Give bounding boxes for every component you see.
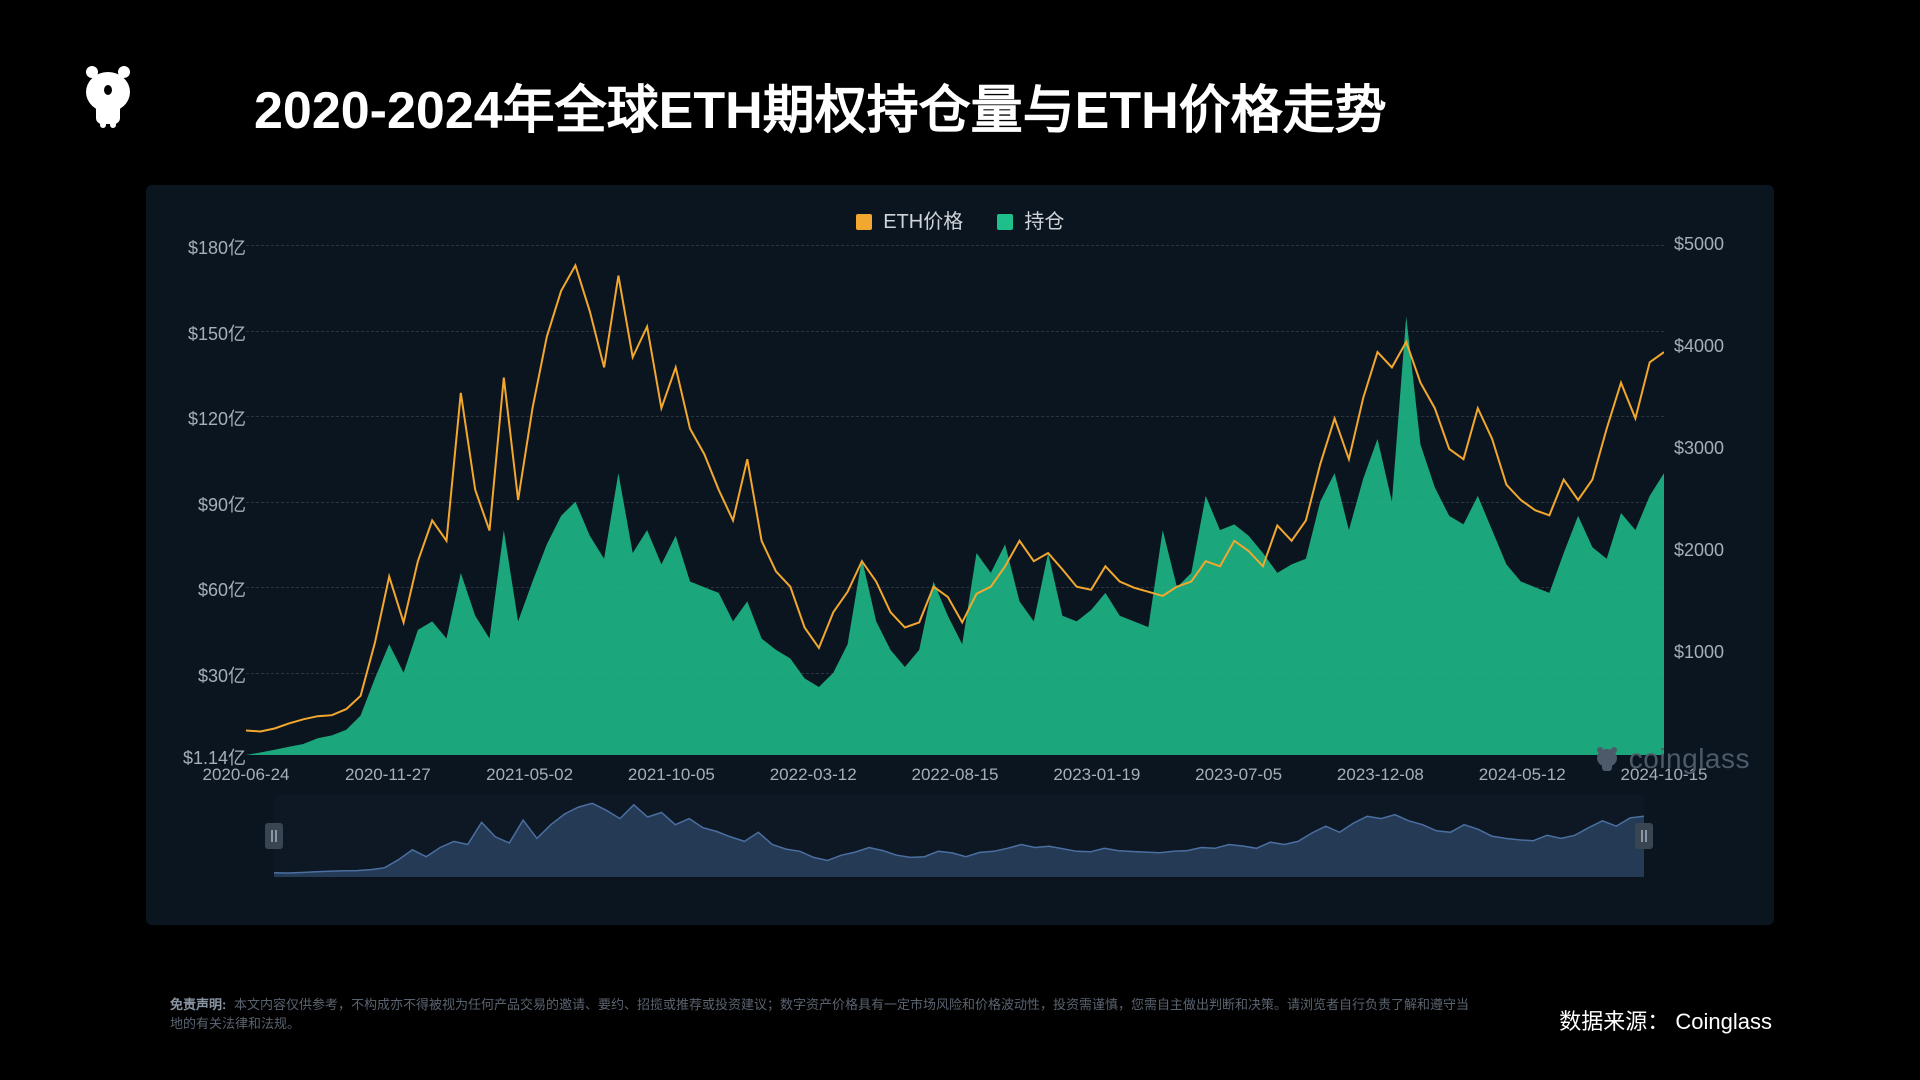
x-tick: 2023-12-08 [1337,765,1424,785]
y-left-tick: $180亿 [156,234,246,260]
brush-svg [274,795,1644,877]
x-tick: 2022-08-15 [912,765,999,785]
brush-handle-right[interactable] [1635,823,1653,849]
disclaimer: 免责声明: 本文内容仅供参考，不构成亦不得被视为任何产品交易的邀请、要约、招揽或… [170,994,1470,1032]
brush-handle-left[interactable] [265,823,283,849]
disclaimer-lead: 免责声明: [170,997,226,1012]
source-prefix: 数据来源： [1559,1009,1669,1034]
page-title: 2020-2024年全球ETH期权持仓量与ETH价格走势 [254,68,1387,143]
x-tick: 2020-06-24 [203,765,290,785]
legend-swatch-oi [997,214,1013,230]
x-tick: 2023-01-19 [1053,765,1140,785]
chart-legend: ETH价格 持仓 [146,205,1774,234]
y-right-tick: $3000 [1674,438,1724,459]
legend-label-oi: 持仓 [1024,211,1064,233]
y-left-tick: $150亿 [156,320,246,346]
chart-panel: ETH价格 持仓 $1.14亿$30亿$60亿$90亿$120亿$150亿$18… [146,185,1774,925]
y-left-tick: $60亿 [156,576,246,602]
plot-area [246,245,1664,755]
disclaimer-text: 本文内容仅供参考，不构成亦不得被视为任何产品交易的邀请、要约、招揽或推荐或投资建… [170,997,1469,1031]
x-tick: 2024-05-12 [1479,765,1566,785]
data-source: 数据来源： Coinglass [1559,1004,1772,1036]
y-right-tick: $2000 [1674,540,1724,561]
legend-label-price: ETH价格 [883,211,963,233]
watermark: coinglass [1593,743,1750,775]
legend-price[interactable]: ETH价格 [856,211,969,233]
legend-oi[interactable]: 持仓 [997,211,1065,233]
x-tick: 2021-10-05 [628,765,715,785]
y-right-tick: $1000 [1674,642,1724,663]
brush-panel[interactable] [274,795,1644,877]
x-tick: 2021-05-02 [486,765,573,785]
y-right-tick: $5000 [1674,234,1724,255]
x-tick: 2020-11-27 [345,765,431,785]
y-left-tick: $120亿 [156,405,246,431]
oi-area [246,316,1664,755]
brand-logo [78,60,138,130]
brush-area [274,803,1644,877]
watermark-text: coinglass [1629,743,1750,775]
x-tick: 2022-03-12 [770,765,857,785]
source-value: Coinglass [1675,1009,1772,1034]
y-right-tick: $4000 [1674,336,1724,357]
y-left-tick: $30亿 [156,662,246,688]
legend-swatch-price [856,214,872,230]
y-left-tick: $90亿 [156,491,246,517]
x-tick: 2023-07-05 [1195,765,1282,785]
chart-svg [246,245,1664,755]
